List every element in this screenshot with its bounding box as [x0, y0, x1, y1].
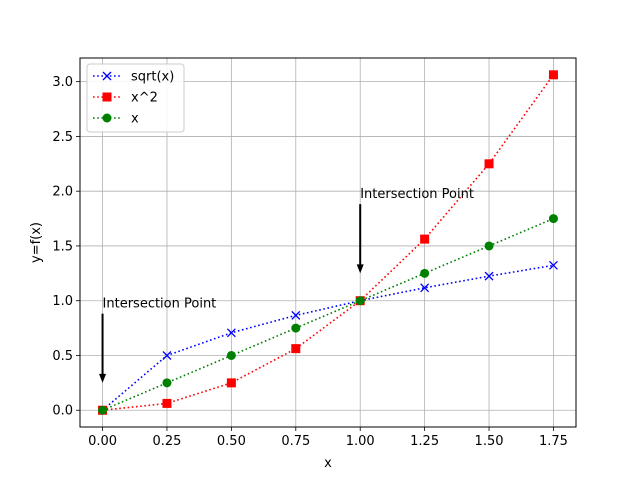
y-tick-label: 0.0 [52, 404, 73, 419]
annotation-text: Intersection Point [360, 187, 474, 202]
x-marker-stroke [291, 310, 301, 320]
y-tick-label: 1.0 [52, 294, 73, 309]
x-marker-stroke [484, 271, 494, 281]
legend-box [86, 63, 185, 133]
annotation-1: Intersection Point [356, 187, 474, 274]
legend-marker [102, 71, 112, 81]
x-tick-label: 1.00 [346, 434, 375, 449]
series-line [102, 74, 555, 412]
annotation-0: Intersection Point [99, 297, 216, 383]
legend-marker [102, 113, 112, 123]
legend-label: sqrt(x) [131, 70, 174, 85]
legend-label: x [131, 112, 139, 127]
x-marker-stroke [420, 283, 430, 293]
data-point [548, 260, 558, 270]
data-point [162, 398, 172, 408]
series-0 [98, 260, 558, 415]
x-tick-label: 1.75 [539, 434, 568, 449]
y-tick-label: 3.0 [52, 75, 73, 90]
series-line [102, 264, 554, 411]
y-tick-label: 1.5 [52, 239, 73, 254]
data-point [291, 344, 301, 354]
y-tick-label: 2.0 [52, 185, 73, 200]
plot-series [98, 70, 558, 415]
x-marker-stroke [102, 71, 112, 81]
data-point [484, 241, 494, 251]
x-marker-stroke [162, 351, 172, 360]
annotation-arrow-head [356, 264, 364, 274]
x-axis-label: x [324, 456, 332, 471]
data-point [548, 70, 558, 80]
data-point [420, 268, 430, 278]
x-marker-stroke [226, 328, 236, 338]
legend-label: x^2 [131, 91, 158, 106]
data-point [420, 283, 430, 293]
series-line [102, 217, 554, 411]
series-2 [98, 214, 558, 415]
data-point [548, 214, 558, 224]
y-tick-label: 2.5 [52, 130, 73, 145]
data-point [162, 378, 172, 388]
data-point [291, 323, 301, 333]
axis-ticks: 0.00 0.25 0.50 0.75 1.00 1.25 1.50 1.75 0.0 0.5 1.… [52, 75, 568, 449]
x-tick-label: 0.00 [88, 434, 117, 449]
legend-marker [102, 92, 112, 102]
legend-item-1: x^2 [93, 91, 158, 106]
x-tick-label: 1.25 [410, 434, 439, 449]
x-tick-label: 1.50 [475, 434, 504, 449]
data-point [484, 271, 494, 281]
data-point [162, 351, 172, 360]
plot-frame [79, 57, 577, 428]
legend-item-2: x [93, 112, 139, 127]
data-point [355, 296, 365, 306]
data-point [226, 328, 236, 338]
annotation-text: Intersection Point [103, 297, 217, 312]
legend-item-0: sqrt(x) [93, 70, 174, 85]
data-point [291, 310, 301, 320]
grid [80, 58, 576, 427]
data-point [226, 350, 236, 360]
data-point [420, 234, 430, 244]
y-axis-label: y=f(x) [29, 222, 44, 263]
legend: sqrt(x) x^2 x [86, 63, 185, 133]
data-point [484, 159, 494, 169]
y-tick-label: 0.5 [52, 349, 73, 364]
x-marker-stroke [548, 260, 558, 270]
annotation-arrow-head [99, 373, 107, 383]
x-tick-label: 0.75 [281, 434, 310, 449]
x-tick-label: 0.25 [152, 434, 181, 449]
data-point [226, 378, 236, 388]
annotations: Intersection Point Intersection Point [99, 187, 474, 383]
data-point [98, 405, 108, 415]
x-tick-label: 0.50 [217, 434, 246, 449]
